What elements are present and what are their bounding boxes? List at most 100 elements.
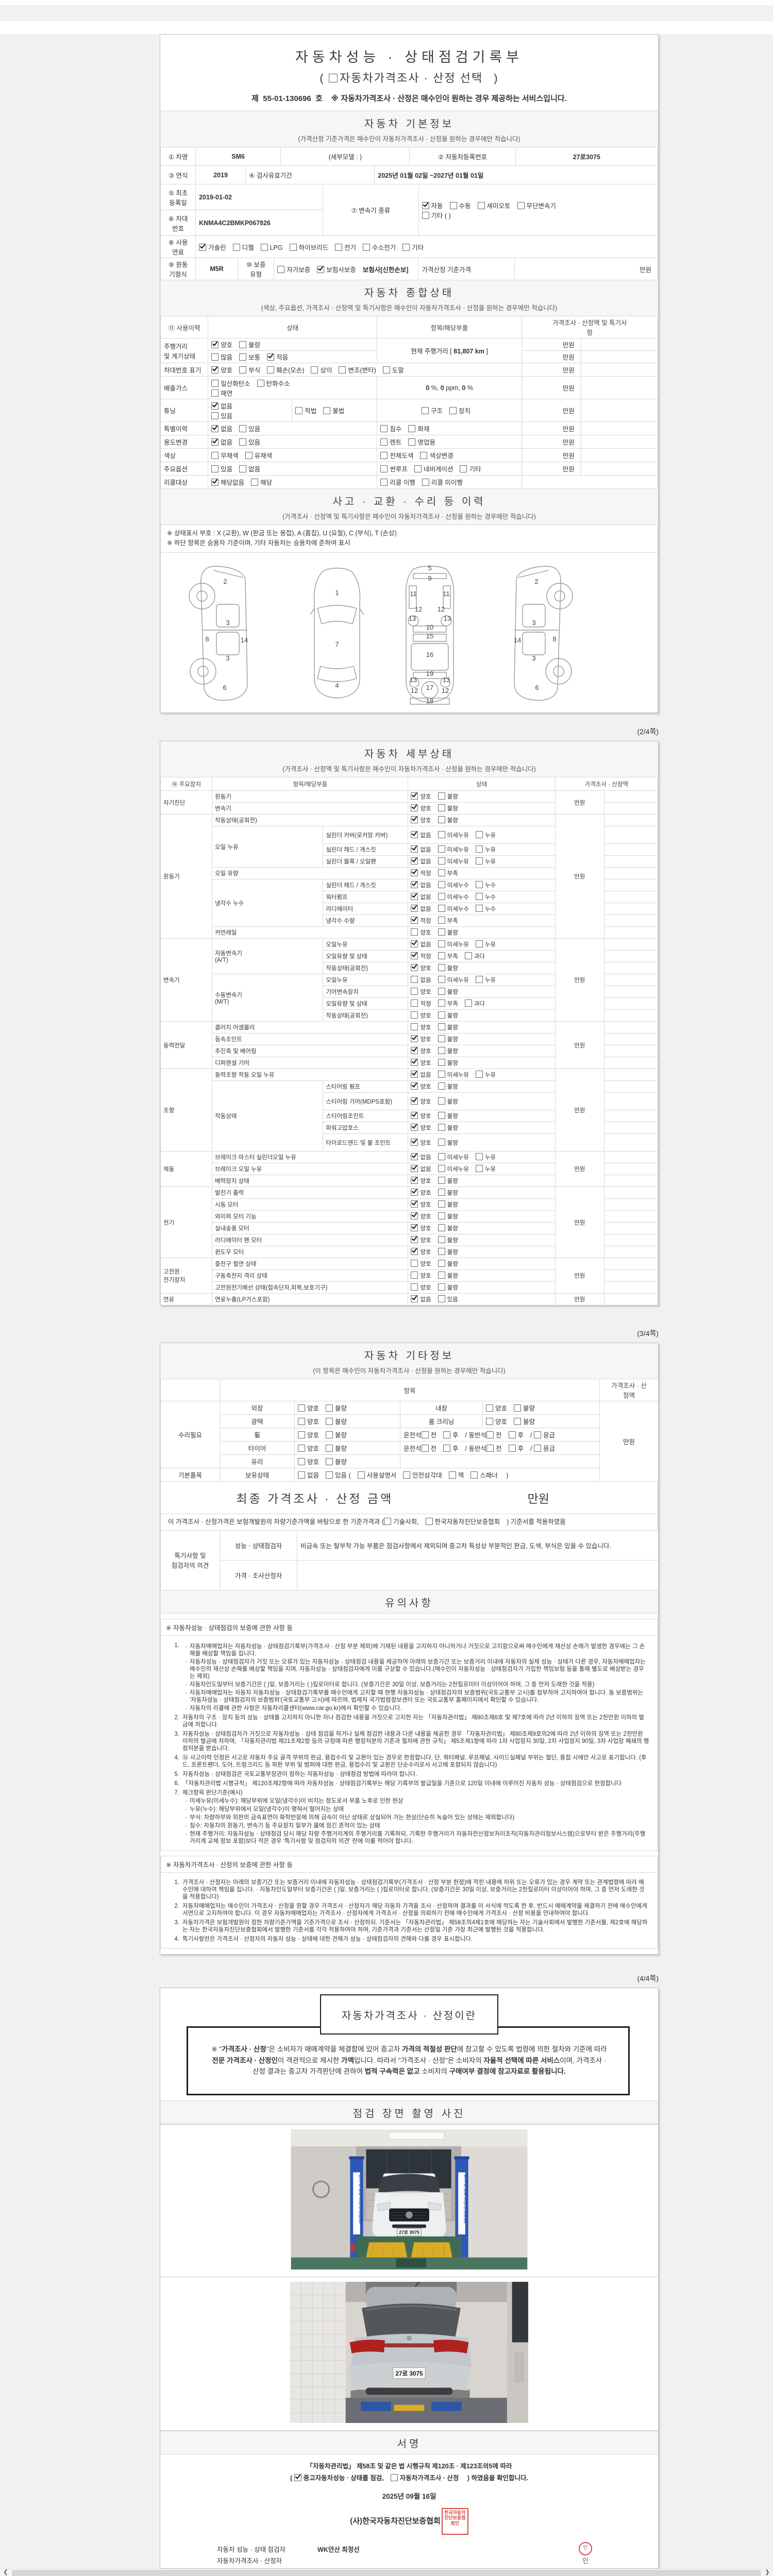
checkbox-checked[interactable] (411, 1071, 418, 1078)
checkbox-checked[interactable] (411, 1295, 418, 1302)
checkbox[interactable] (438, 1011, 445, 1019)
checkbox[interactable] (411, 928, 418, 936)
checkbox-checked[interactable] (411, 1124, 418, 1131)
checkbox[interactable] (298, 1458, 305, 1465)
checkbox[interactable] (422, 211, 429, 219)
checkbox[interactable] (421, 1445, 429, 1452)
checkbox[interactable] (477, 201, 485, 209)
checkbox[interactable] (438, 804, 445, 811)
checkbox[interactable] (411, 976, 418, 983)
checkbox[interactable] (464, 999, 472, 1007)
checkbox-checked[interactable] (411, 857, 418, 865)
checkbox-checked[interactable] (411, 1200, 418, 1208)
checkbox[interactable] (438, 917, 445, 924)
checkbox[interactable] (464, 952, 472, 959)
checkbox-checked[interactable] (411, 816, 418, 823)
checkbox[interactable] (211, 379, 219, 387)
checkbox[interactable] (475, 1165, 483, 1172)
checkbox[interactable] (326, 1471, 333, 1479)
checkbox-checked[interactable] (411, 792, 418, 800)
checkbox[interactable] (438, 1248, 445, 1255)
checkbox[interactable] (411, 999, 418, 1007)
checkbox-checked[interactable] (411, 845, 418, 853)
checkbox-checked[interactable] (411, 1224, 418, 1231)
checkbox[interactable] (470, 1471, 478, 1479)
checkbox[interactable] (411, 1260, 418, 1267)
checkbox[interactable] (390, 2474, 398, 2481)
checkbox[interactable] (438, 976, 445, 983)
checkbox[interactable] (403, 1471, 411, 1479)
checkbox[interactable] (408, 425, 416, 432)
checkbox[interactable] (422, 479, 429, 486)
checkbox[interactable] (438, 1138, 445, 1146)
checkbox[interactable] (438, 845, 445, 853)
checkbox-checked[interactable] (411, 1165, 418, 1172)
checkbox[interactable] (211, 353, 219, 361)
checkbox[interactable] (211, 452, 219, 459)
checkbox[interactable] (232, 243, 240, 251)
checkbox-checked[interactable] (411, 1212, 418, 1219)
checkbox[interactable] (380, 479, 388, 486)
checkbox[interactable] (449, 201, 457, 209)
checkbox[interactable] (311, 366, 318, 374)
checkbox[interactable] (425, 1518, 433, 1525)
checkbox[interactable] (438, 831, 445, 838)
checkbox-checked[interactable] (411, 1082, 418, 1090)
checkbox-checked[interactable] (422, 201, 429, 209)
checkbox-checked[interactable] (211, 341, 219, 348)
checkbox[interactable] (438, 1071, 445, 1078)
checkbox[interactable] (514, 1404, 522, 1412)
checkbox-checked[interactable] (411, 1153, 418, 1160)
checkbox[interactable] (239, 465, 247, 472)
checkbox-checked[interactable] (199, 243, 207, 251)
checkbox-checked[interactable] (411, 804, 418, 811)
checkbox[interactable] (411, 1023, 418, 1030)
scrollbar-thumb[interactable] (12, 2570, 761, 2576)
checkbox-checked[interactable] (411, 964, 418, 971)
checkbox[interactable] (422, 407, 429, 414)
checkbox-checked[interactable] (411, 869, 418, 876)
scroll-right-arrow[interactable]: ❯ (765, 2569, 770, 2575)
checkbox[interactable] (486, 1431, 494, 1438)
checkbox[interactable] (411, 1283, 418, 1291)
checkbox[interactable] (443, 1431, 451, 1438)
checkbox[interactable] (382, 366, 390, 374)
checkbox[interactable] (438, 1236, 445, 1243)
checkbox[interactable] (295, 407, 303, 414)
checkbox-checked[interactable] (294, 2474, 301, 2481)
checkbox[interactable] (438, 988, 445, 995)
checkbox-checked[interactable] (211, 425, 219, 432)
checkbox[interactable] (486, 1418, 493, 1425)
checkbox[interactable] (298, 1471, 305, 1479)
checkbox[interactable] (251, 479, 259, 486)
checkbox[interactable] (335, 243, 343, 251)
checkbox[interactable] (411, 1272, 418, 1279)
checkbox[interactable] (411, 988, 418, 995)
checkbox[interactable] (239, 353, 247, 361)
checkbox[interactable] (260, 243, 268, 251)
checkbox[interactable] (239, 438, 247, 446)
checkbox[interactable] (475, 881, 483, 888)
checkbox[interactable] (438, 1272, 445, 1279)
checkbox[interactable] (323, 407, 331, 414)
checkbox[interactable] (211, 412, 219, 419)
checkbox[interactable] (339, 366, 346, 374)
checkbox[interactable] (438, 1124, 445, 1131)
checkbox[interactable] (438, 893, 445, 900)
checkbox[interactable] (438, 1047, 445, 1054)
checkbox[interactable] (245, 452, 253, 459)
checkbox[interactable] (438, 881, 445, 888)
checkbox[interactable] (438, 1212, 445, 1219)
checkbox[interactable] (443, 1445, 451, 1452)
checkbox-checked[interactable] (317, 265, 325, 273)
checkbox[interactable] (421, 1431, 429, 1438)
checkbox-checked[interactable] (411, 1189, 418, 1196)
checkbox[interactable] (380, 452, 388, 459)
checkbox[interactable] (277, 265, 285, 273)
checkbox[interactable] (449, 407, 457, 414)
checkbox[interactable] (438, 999, 445, 1007)
checkbox[interactable] (289, 243, 297, 251)
checkbox-checked[interactable] (411, 831, 418, 838)
checkbox[interactable] (380, 438, 388, 446)
checkbox[interactable] (298, 1431, 305, 1438)
